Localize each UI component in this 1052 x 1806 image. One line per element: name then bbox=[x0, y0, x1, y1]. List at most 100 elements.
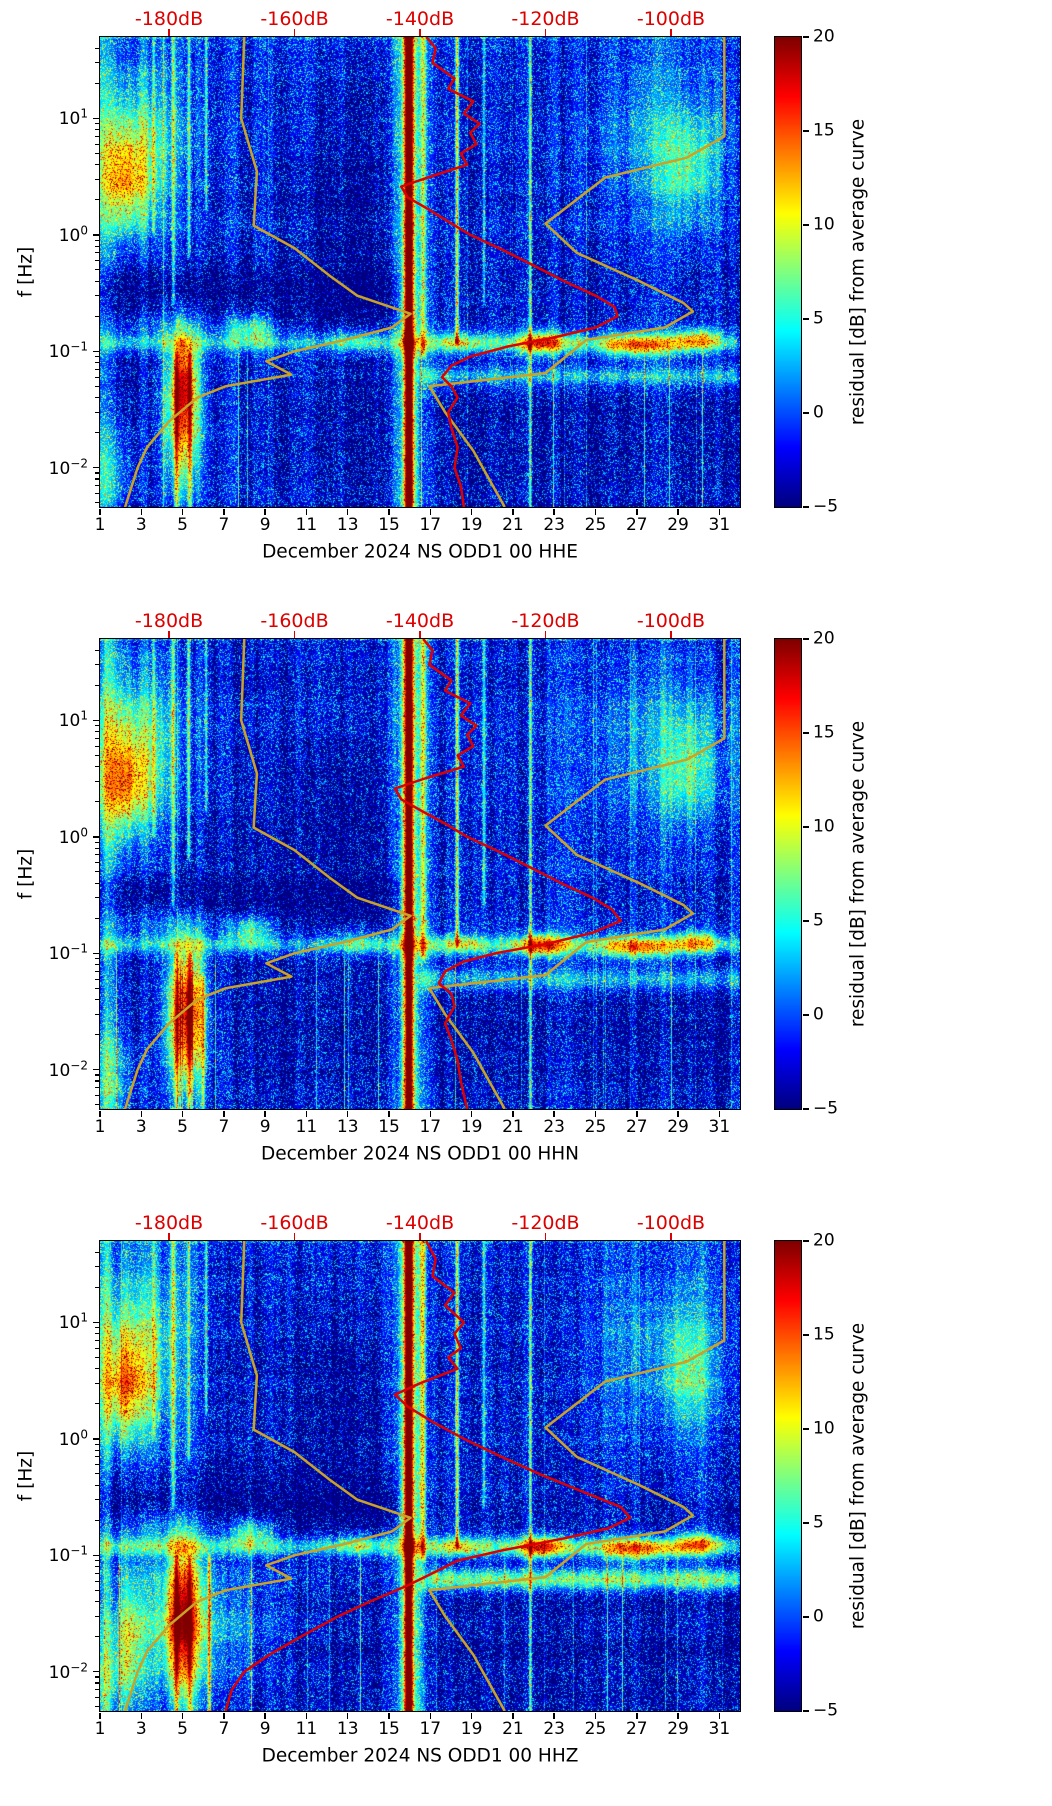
y-minor-tick bbox=[95, 432, 99, 434]
y-minor-tick bbox=[95, 1094, 99, 1097]
x-tick bbox=[264, 1712, 266, 1719]
top-axis-tick-label: -180dB bbox=[134, 610, 204, 632]
x-tick bbox=[264, 1110, 266, 1117]
colorbar-tick-label: 0 bbox=[813, 1004, 824, 1025]
y-tick-label: 10−1 bbox=[48, 1543, 88, 1567]
x-tick-label: 13 bbox=[336, 1719, 359, 1739]
top-axis-tick bbox=[419, 630, 421, 638]
y-minor-tick bbox=[95, 472, 99, 474]
x-tick bbox=[181, 1110, 184, 1117]
y-minor-tick bbox=[95, 1689, 99, 1691]
x-tick-label: 27 bbox=[625, 1117, 648, 1137]
top-axis-tick-label: -140dB bbox=[385, 8, 455, 30]
x-tick bbox=[264, 508, 266, 515]
y-minor-tick bbox=[95, 1484, 99, 1486]
y-minor-tick bbox=[95, 1356, 99, 1359]
spectrogram-plot bbox=[98, 35, 741, 508]
x-tick-label: 1 bbox=[94, 1719, 106, 1739]
y-minor-tick bbox=[95, 847, 99, 849]
top-axis-tick-label: -120dB bbox=[511, 1212, 580, 1234]
colorbar-tick bbox=[802, 1428, 809, 1430]
y-minor-tick bbox=[95, 970, 99, 972]
top-axis-tick-label: -140dB bbox=[385, 1212, 455, 1234]
x-tick-label: 19 bbox=[460, 515, 483, 535]
x-tick-label: 29 bbox=[667, 1117, 689, 1137]
y-minor-tick bbox=[95, 376, 99, 378]
y-minor-tick bbox=[95, 280, 99, 282]
y-minor-tick bbox=[95, 841, 99, 843]
y-tick-label: 101 bbox=[58, 1310, 88, 1334]
colorbar-tick-label: 10 bbox=[813, 214, 835, 235]
low-noise-model-curve bbox=[123, 638, 412, 1109]
curves-overlay bbox=[123, 638, 726, 1109]
top-axis-tick bbox=[168, 1232, 170, 1240]
y-minor-tick bbox=[95, 978, 99, 980]
x-tick bbox=[388, 508, 390, 515]
high-noise-model-curve bbox=[427, 1240, 726, 1711]
y-tick-label: 101 bbox=[58, 708, 88, 732]
y-minor-tick bbox=[95, 1080, 99, 1082]
x-tick-label: 27 bbox=[625, 1719, 648, 1739]
x-tick bbox=[305, 1110, 308, 1117]
y-tick-label: 101 bbox=[58, 106, 88, 130]
y-minor-tick bbox=[95, 1682, 99, 1684]
colorbar-tick bbox=[802, 1108, 809, 1110]
x-tick bbox=[677, 1712, 679, 1719]
y-minor-tick bbox=[95, 485, 99, 487]
y-tick bbox=[92, 1068, 99, 1071]
x-tick-label: 9 bbox=[259, 1117, 271, 1137]
top-axis-tick-label: -180dB bbox=[134, 8, 204, 30]
y-minor-tick bbox=[95, 252, 99, 254]
x-tick bbox=[429, 1712, 432, 1719]
y-minor-tick bbox=[95, 62, 99, 64]
x-tick bbox=[636, 508, 638, 515]
x-tick bbox=[594, 508, 597, 515]
y-minor-tick bbox=[95, 1327, 99, 1329]
x-tick bbox=[553, 508, 555, 515]
y-minor-tick bbox=[95, 1339, 99, 1342]
x-tick bbox=[470, 508, 473, 515]
y-minor-tick bbox=[95, 1499, 99, 1501]
colorbar bbox=[773, 1239, 802, 1712]
top-axis-tick bbox=[544, 28, 547, 36]
y-minor-tick bbox=[95, 152, 99, 155]
y-tick bbox=[92, 719, 99, 722]
x-tick-label: 5 bbox=[177, 515, 188, 535]
y-minor-tick bbox=[95, 1473, 99, 1475]
y-minor-tick bbox=[95, 47, 99, 49]
x-tick-label: 17 bbox=[419, 1117, 442, 1137]
y-minor-tick bbox=[95, 82, 99, 84]
y-tick bbox=[92, 952, 99, 955]
y-tick bbox=[92, 117, 99, 120]
y-minor-tick bbox=[95, 649, 99, 651]
y-minor-tick bbox=[95, 897, 99, 899]
colorbar-tick-label: 15 bbox=[813, 120, 835, 141]
curves-overlay bbox=[123, 36, 726, 507]
x-tick bbox=[388, 1110, 390, 1117]
top-axis-tick bbox=[544, 1232, 547, 1240]
y-minor-tick bbox=[95, 862, 99, 864]
panel-hhn: f [Hz] December 2024 NS ODD1 00 HHN resi… bbox=[0, 602, 1052, 1204]
y-minor-tick bbox=[95, 1580, 99, 1582]
x-tick-label: 19 bbox=[460, 1719, 483, 1739]
x-tick bbox=[99, 1110, 101, 1117]
y-minor-tick bbox=[95, 1636, 99, 1638]
y-minor-tick bbox=[95, 1572, 99, 1574]
top-axis-tick-label: -120dB bbox=[511, 8, 580, 30]
x-tick bbox=[636, 1110, 638, 1117]
x-tick bbox=[140, 1110, 143, 1117]
panel-hhz: f [Hz] December 2024 NS ODD1 00 HHZ resi… bbox=[0, 1204, 1052, 1806]
x-tick bbox=[636, 1712, 638, 1719]
y-minor-tick bbox=[95, 1706, 99, 1708]
x-tick-label: 19 bbox=[460, 1117, 483, 1137]
y-minor-tick bbox=[95, 164, 99, 166]
x-tick bbox=[677, 1110, 679, 1117]
x-tick-label: 17 bbox=[419, 1719, 442, 1739]
x-tick bbox=[140, 508, 143, 515]
y-minor-tick bbox=[95, 1601, 99, 1603]
y-minor-tick bbox=[95, 1347, 99, 1349]
y-minor-tick bbox=[95, 854, 99, 856]
colorbar-tick bbox=[802, 638, 809, 640]
colorbar-tick-label: 20 bbox=[813, 26, 835, 47]
colorbar-tick bbox=[802, 732, 809, 734]
